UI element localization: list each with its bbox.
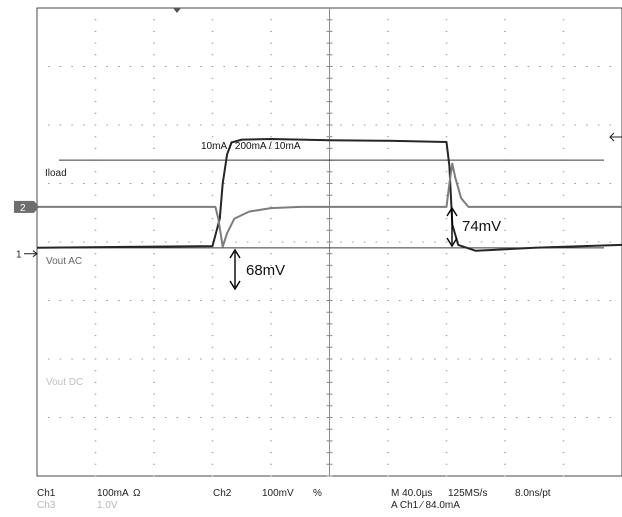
channel-markers: 123 — [14, 200, 39, 261]
ch3-name: Ch3 — [37, 500, 56, 511]
ch1-label: Iload — [45, 168, 67, 179]
ch2-scale: 100mV — [262, 488, 294, 499]
grid-dots — [47, 19, 612, 477]
timebase: M 40.0µs — [391, 488, 433, 499]
load-step-annotation: 10mA / 200mA / 10mA — [201, 141, 301, 152]
undershoot-measure — [229, 248, 241, 291]
ch3-label: Vout DC — [46, 377, 83, 388]
resolution: 8.0ns/pt — [515, 488, 551, 499]
undershoot-label: 68mV — [246, 262, 285, 279]
graticule-grid — [47, 8, 612, 477]
ch3-scale: 1.0V — [97, 500, 118, 511]
trigger-position-marker — [173, 8, 181, 13]
ch1-ground-marker: 1 — [16, 250, 22, 261]
trace-group — [36, 138, 622, 252]
overshoot-label: 74mV — [462, 218, 501, 235]
sample-rate: 125MS/s — [448, 488, 488, 499]
ch2-ground-marker-tip — [34, 200, 39, 213]
trace-ch1 — [36, 138, 622, 252]
ch2-name: Ch2 — [213, 488, 232, 499]
trigger-readout: A Ch1 ⁄ 84.0mA — [391, 500, 460, 511]
overshoot-measure — [446, 206, 458, 248]
ch1-ground-arrow — [24, 250, 38, 258]
ch2-ground-marker: 2 — [20, 203, 26, 214]
ch1-scale: 100mA — [97, 488, 129, 499]
ch1-coupling-symbol: Ω — [133, 488, 141, 499]
ch1-name: Ch1 — [37, 488, 56, 499]
center-axis-ticks — [326, 19, 333, 477]
trigger-level-arrow — [609, 132, 622, 142]
ch2-coupling-symbol: % — [313, 488, 322, 499]
trace-ch2 — [37, 162, 622, 248]
ch2-ground-marker-box — [14, 200, 34, 213]
ch2-label: Vout AC — [46, 256, 82, 267]
reference-lines — [59, 159, 604, 249]
